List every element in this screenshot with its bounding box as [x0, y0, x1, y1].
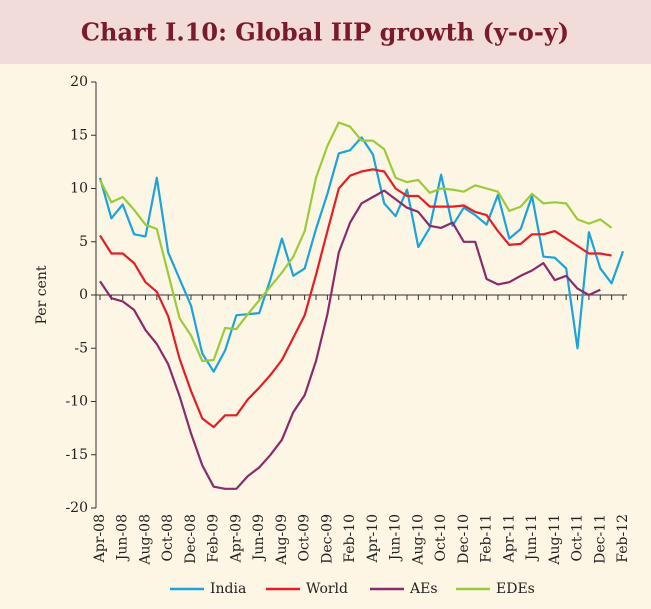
y-tick-label: 15 [70, 127, 88, 143]
y-tick-label: -20 [65, 500, 88, 516]
y-tick-label: 20 [70, 74, 88, 90]
x-tick-label: Dec-09 [319, 514, 335, 564]
x-tick-label: Aug-10 [410, 514, 426, 566]
x-tick-label: Apr-08 [92, 514, 108, 563]
x-tick-label: Aug-08 [137, 514, 153, 566]
y-axis-label: Per cent [34, 265, 50, 324]
x-tick-label: Apr-11 [501, 514, 517, 563]
x-tick-label: Feb-12 [615, 514, 631, 563]
legend-label: AEs [409, 581, 438, 597]
line-series [99, 121, 613, 363]
x-tick-label: Apr-10 [365, 514, 381, 563]
x-tick-label: Jun-09 [251, 514, 267, 562]
x-tick-label: Feb-11 [479, 514, 495, 563]
x-tick-label: Jun-10 [388, 514, 404, 562]
line-series [98, 136, 625, 373]
x-tick-label: Dec-08 [183, 514, 199, 564]
title-banner [0, 0, 651, 64]
x-tick-label: Oct-10 [433, 514, 449, 562]
x-tick-label: Apr-09 [228, 514, 244, 563]
x-tick-label: Jun-11 [524, 514, 540, 562]
x-tick-label: Dec-11 [592, 514, 608, 564]
chart-title: Chart I.10: Global IIP growth (y-o-y) [81, 18, 569, 47]
y-tick-label: -5 [74, 340, 88, 356]
line-series [99, 168, 612, 429]
x-tick-label: Aug-09 [274, 514, 290, 566]
x-tick-label: Oct-09 [297, 514, 313, 562]
x-tick-label: Dec-10 [456, 514, 472, 564]
y-tick-label: -15 [65, 447, 88, 463]
legend-label: India [210, 581, 246, 597]
x-tick-label: Feb-09 [206, 514, 222, 563]
line-series [99, 189, 601, 490]
y-tick-label: 10 [70, 181, 88, 197]
legend-label: World [306, 581, 348, 597]
legend-label: EDEs [496, 581, 535, 597]
y-tick-label: 5 [79, 234, 88, 250]
x-tick-label: Jun-08 [115, 514, 131, 562]
x-tick-label: Aug-11 [547, 514, 563, 566]
x-tick-label: Oct-08 [160, 514, 176, 562]
y-tick-label: 0 [79, 287, 88, 303]
x-tick-label: Feb-10 [342, 514, 358, 563]
y-tick-label: -10 [65, 394, 88, 410]
x-tick-label: Oct-11 [570, 514, 586, 562]
